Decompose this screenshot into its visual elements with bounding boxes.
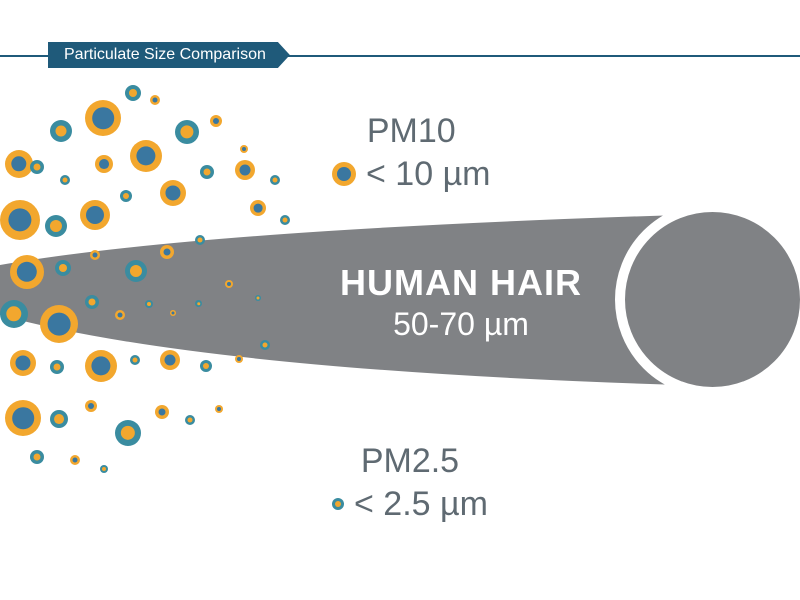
pm25-name: PM2.5 [332, 440, 488, 483]
pm25-size: < 2.5 µm [354, 483, 488, 526]
particle [95, 155, 113, 173]
hair-subtitle: 50-70 µm [340, 306, 582, 343]
particle [115, 420, 141, 446]
particle [120, 190, 132, 202]
particle [210, 115, 222, 127]
particle [125, 85, 141, 101]
particle [235, 160, 255, 180]
hair-cross-section [615, 202, 800, 397]
header-badge: Particulate Size Comparison [48, 42, 290, 68]
particle [30, 450, 44, 464]
pm25-particle-icon [332, 498, 344, 510]
pm10-particle-icon [332, 162, 356, 186]
pm10-size: < 10 µm [366, 153, 490, 196]
hair-title: HUMAN HAIR [340, 262, 582, 304]
particle [5, 150, 33, 178]
particle [240, 145, 248, 153]
pm10-label: PM10 < 10 µm [332, 110, 490, 195]
header-label: Particulate Size Comparison [64, 46, 266, 63]
particle [70, 455, 80, 465]
pm25-label: PM2.5 < 2.5 µm [332, 440, 488, 525]
particle [50, 120, 72, 142]
pm10-name: PM10 [332, 110, 490, 153]
particle [155, 405, 169, 419]
particle [85, 400, 97, 412]
particle [30, 160, 44, 174]
particle [5, 400, 41, 436]
particle [150, 95, 160, 105]
particle [130, 140, 162, 172]
particle [270, 175, 280, 185]
particle [50, 410, 68, 428]
particle [160, 180, 186, 206]
particle [175, 120, 199, 144]
particle [100, 465, 108, 473]
particle [60, 175, 70, 185]
particle [185, 415, 195, 425]
particle [200, 165, 214, 179]
particle [85, 100, 121, 136]
hair-label: HUMAN HAIR 50-70 µm [340, 262, 582, 343]
particle [215, 405, 223, 413]
